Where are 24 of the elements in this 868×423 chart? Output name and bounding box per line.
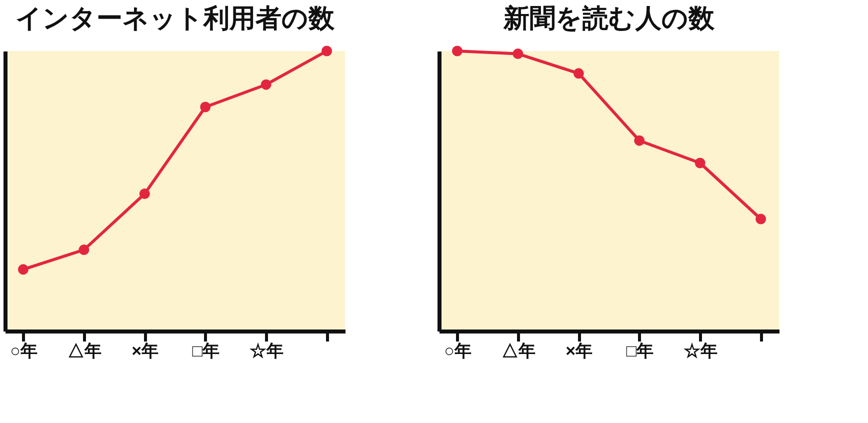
point — [512, 48, 524, 60]
point — [260, 79, 272, 90]
x-tick-label: □年 — [192, 342, 220, 360]
chart-title: 新聞を読む人の数 — [502, 4, 716, 34]
x-tick-label: ×年 — [566, 342, 593, 360]
x-tick-label: □年 — [626, 342, 654, 360]
point — [139, 188, 150, 200]
x-tick-label: ○年 — [10, 342, 38, 360]
point — [78, 244, 90, 256]
x-tick-label: ☆年 — [250, 342, 284, 360]
point — [18, 264, 28, 275]
x-tick-label: ○年 — [444, 342, 472, 360]
point — [694, 158, 706, 168]
chart-title: インターネット利用者の数 — [16, 4, 336, 34]
point — [573, 68, 584, 79]
point — [322, 46, 332, 56]
x-tick-label: ☆年 — [684, 342, 718, 360]
point — [756, 214, 766, 224]
x-tick-label: △年 — [501, 342, 536, 360]
point — [452, 46, 462, 56]
point — [634, 135, 645, 146]
x-tick-label: △年 — [67, 342, 102, 360]
point — [200, 102, 211, 112]
x-tick-label: ×年 — [132, 342, 159, 360]
